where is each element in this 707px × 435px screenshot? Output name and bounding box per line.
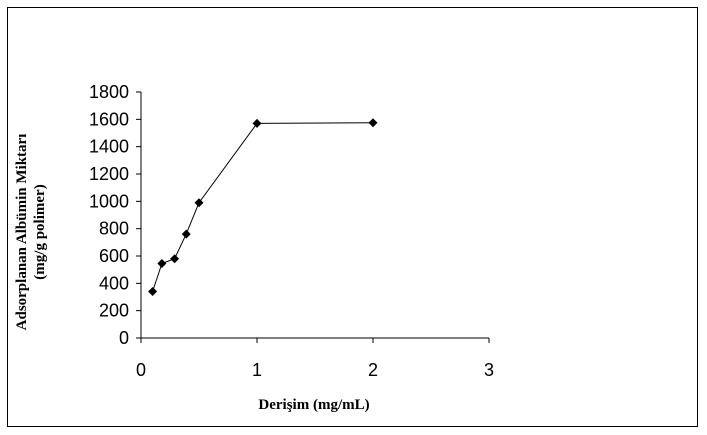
- series-lines: [152, 122, 374, 292]
- y-tick-label: 200: [99, 301, 129, 321]
- y-axis-title-line-1: Adsorplanan Albümin Miktarı: [14, 134, 30, 331]
- y-tick-label: 0: [119, 328, 129, 348]
- x-tick-label: 1: [252, 360, 262, 380]
- series-markers: [148, 118, 378, 297]
- data-point-marker: [194, 198, 204, 208]
- y-tick-label: 600: [99, 246, 129, 266]
- data-point-marker: [170, 254, 180, 264]
- x-tick-labels: 0 1 2 3: [136, 360, 494, 380]
- x-tick-label: 0: [136, 360, 146, 380]
- y-tick-label: 1400: [89, 137, 129, 157]
- series-line: [152, 122, 374, 292]
- data-point-marker: [157, 259, 167, 269]
- data-point-marker: [148, 287, 158, 297]
- y-tick-label: 1800: [89, 82, 129, 102]
- y-axis-title-line-2: (mg/g polimer): [32, 184, 48, 279]
- x-axis-title: Derişim (mg/mL): [258, 397, 369, 413]
- y-tick-label: 1200: [89, 164, 129, 184]
- data-point-marker: [252, 118, 262, 128]
- y-tick-label: 1600: [89, 109, 129, 129]
- axes: [136, 91, 490, 343]
- x-tick-label: 3: [484, 360, 494, 380]
- y-axis-title: Adsorplanan Albümin Miktarı (mg/g polime…: [14, 134, 48, 331]
- x-tick-label: 2: [368, 360, 378, 380]
- data-point-marker: [181, 229, 191, 239]
- y-tick-label: 800: [99, 219, 129, 239]
- y-tick-labels: 0 200 400 600 800 1000 1200 1400 1600 1800: [89, 82, 129, 348]
- data-point-marker: [368, 118, 378, 128]
- y-tick-label: 400: [99, 273, 129, 293]
- y-tick-label: 1000: [89, 191, 129, 211]
- chart-frame: [7, 7, 698, 427]
